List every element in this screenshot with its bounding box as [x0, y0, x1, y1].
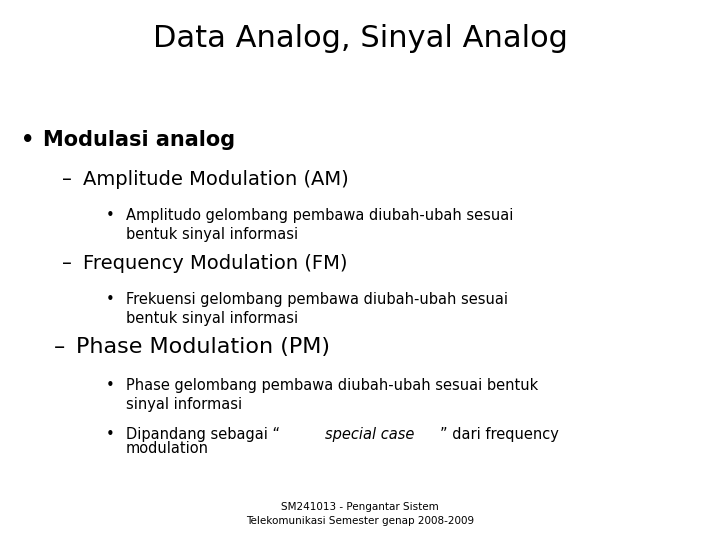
Text: •: •: [106, 427, 114, 442]
Text: Frequency Modulation (FM): Frequency Modulation (FM): [83, 254, 347, 273]
Text: Frekuensi gelombang pembawa diubah-ubah sesuai
bentuk sinyal informasi: Frekuensi gelombang pembawa diubah-ubah …: [126, 292, 508, 326]
Text: –: –: [62, 254, 72, 273]
Text: Modulasi analog: Modulasi analog: [43, 130, 235, 150]
Text: special case: special case: [325, 427, 414, 442]
Text: •: •: [106, 208, 114, 223]
Text: ” dari frequency: ” dari frequency: [440, 427, 559, 442]
Text: •: •: [106, 378, 114, 393]
Text: •: •: [21, 130, 34, 150]
Text: •: •: [106, 292, 114, 307]
Text: –: –: [54, 338, 66, 357]
Text: Dipandang sebagai “: Dipandang sebagai “: [126, 427, 280, 442]
Text: Phase Modulation (PM): Phase Modulation (PM): [76, 338, 330, 357]
Text: Data Analog, Sinyal Analog: Data Analog, Sinyal Analog: [153, 24, 567, 53]
Text: Amplitude Modulation (AM): Amplitude Modulation (AM): [83, 170, 348, 189]
Text: Amplitudo gelombang pembawa diubah-ubah sesuai
bentuk sinyal informasi: Amplitudo gelombang pembawa diubah-ubah …: [126, 208, 513, 242]
Text: SM241013 - Pengantar Sistem
Telekomunikasi Semester genap 2008-2009: SM241013 - Pengantar Sistem Telekomunika…: [246, 503, 474, 526]
Text: –: –: [62, 170, 72, 189]
Text: Phase gelombang pembawa diubah-ubah sesuai bentuk
sinyal informasi: Phase gelombang pembawa diubah-ubah sesu…: [126, 378, 539, 412]
Text: modulation: modulation: [126, 441, 209, 456]
